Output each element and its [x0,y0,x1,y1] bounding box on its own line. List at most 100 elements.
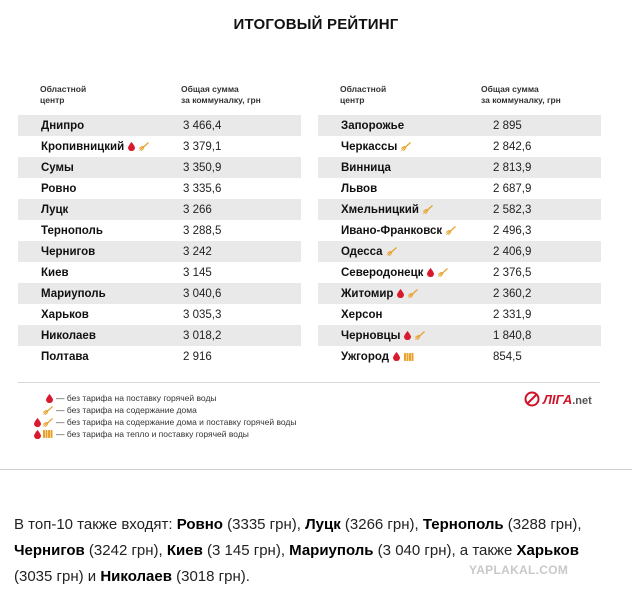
city-name: Ровно [41,182,77,195]
table-row: Северодонецк 2 376,5 [318,262,601,283]
city-cell: Житомир [318,288,493,300]
total-value: 2 813,9 [493,161,532,174]
city-cell: Киев [18,267,181,279]
city-highlight: Николаев [100,568,172,585]
broom-icon [401,142,412,151]
table-row: Ровно 3 335,6 [18,178,301,199]
caption-text: В топ-10 также входят: Ровно (3335 грн),… [14,512,620,590]
legend-icons [18,405,56,415]
city-highlight: Тернополь [422,516,504,533]
total-value: 3 242 [183,245,212,258]
total-value: 2 360,2 [493,287,532,300]
table-row: Харьков 3 035,3 [18,304,301,325]
header-city: Областной центр [40,84,87,105]
legend: — без тарифа на поставку горячей воды — б… [18,392,297,440]
radiator-icon [404,352,414,361]
caption-segment: (3018 грн). [171,568,250,585]
city-cell: Полтава [18,351,181,363]
total-value: 2 376,5 [493,266,532,279]
table-row: Одесса 2 406,9 [318,241,601,262]
table-row: Львов 2 687,9 [318,178,601,199]
broom-icon [43,417,53,427]
caption-segment: (3288 грн), [503,516,582,533]
hot-water-drop-icon [128,142,136,151]
legend-item: — без тарифа на поставку горячей воды [18,392,297,404]
hot-water-drop-icon [46,393,53,403]
total-value: 854,5 [493,350,522,363]
broom-icon [446,226,457,235]
city-cell: Винница [318,162,493,174]
table-row: Запорожье 2 895 [318,115,601,136]
table-row: Ужгород 854,5 [318,346,601,367]
legend-text: — без тарифа на поставку горячей воды [56,393,217,403]
legend-icons [18,417,56,427]
city-cell: Черкассы [318,141,493,153]
table-header: Областной центр Общая сумма за коммуналк… [18,84,301,114]
total-value: 2 331,9 [493,308,532,321]
city-cell: Кропивницкий [18,141,181,153]
city-cell: Ровно [18,183,181,195]
caption-segment: (3 040 грн), а также [373,542,517,559]
header-sum: Общая сумма за коммуналку, грн [481,84,561,105]
total-value: 2 842,6 [493,140,532,153]
total-value: 2 582,3 [493,203,532,216]
city-cell: Луцк [18,204,181,216]
total-value: 3 145 [183,266,212,279]
table-row: Хмельницкий 2 582,3 [318,199,601,220]
city-name: Херсон [341,308,383,321]
legend-item: — без тарифа на содержание дома [18,404,297,416]
city-cell: Хмельницкий [318,204,493,216]
city-name: Ивано-Франковск [341,224,443,237]
city-name: Мариуполь [41,287,106,300]
table-row: Луцк 3 266 [18,199,301,220]
table-row: Днипро 3 466,4 [18,115,301,136]
city-cell: Ужгород [318,351,493,363]
total-value: 3 350,9 [183,161,222,174]
hot-water-drop-icon [427,268,435,277]
city-name: Полтава [41,350,89,363]
watermark: YAPLAKAL.COM [469,563,569,577]
city-highlight: Харьков [516,542,579,559]
city-cell: Чернигов [18,246,181,258]
city-name: Хмельницкий [341,203,419,216]
header-city: Областной центр [340,84,387,105]
city-name: Сумы [41,161,74,174]
table-row: Херсон 2 331,9 [318,304,601,325]
total-value: 3 035,3 [183,308,222,321]
city-name: Николаев [41,329,96,342]
city-name: Чернигов [41,245,96,258]
content-divider [0,469,632,470]
broom-icon [43,405,53,415]
table-row: Черкассы 2 842,6 [318,136,601,157]
city-cell: Мариуполь [18,288,181,300]
legend-icons [18,393,56,403]
table-row: Кропивницкий 3 379,1 [18,136,301,157]
total-value: 2 496,3 [493,224,532,237]
city-cell: Тернополь [18,225,181,237]
broom-icon [422,205,433,214]
city-cell: Одесса [318,246,493,258]
page-title: ИТОГОВЫЙ РЕЙТИНГ [233,16,399,33]
total-value: 3 040,6 [183,287,222,300]
table-rows: Запорожье 2 895 Черкассы 2 842,6 Винница 2 81… [318,115,601,367]
city-cell: Ивано-Франковск [318,225,493,237]
table-row: Житомир 2 360,2 [318,283,601,304]
total-value: 2 895 [493,119,522,132]
table-row: Черновцы 1 840,8 [318,325,601,346]
city-cell: Запорожье [318,120,493,132]
liga-logo-icon [524,391,540,407]
city-cell: Сумы [18,162,181,174]
table-header: Областной центр Общая сумма за коммуналк… [318,84,601,114]
caption-segment: (3035 грн) и [14,568,101,585]
city-cell: Харьков [18,309,181,321]
table-row: Киев 3 145 [18,262,301,283]
liga-logo-text: ЛІГА.net [543,391,592,407]
total-value: 2 406,9 [493,245,532,258]
table-row: Винница 2 813,9 [318,157,601,178]
legend-item: — без тарифа на тепло и поставку горячей… [18,428,297,440]
city-name: Луцк [41,203,69,216]
table-row: Сумы 3 350,9 [18,157,301,178]
legend-item: — без тарифа на содержание дома и постав… [18,416,297,428]
caption-segment: (3242 грн), [84,542,167,559]
city-name: Винница [341,161,391,174]
